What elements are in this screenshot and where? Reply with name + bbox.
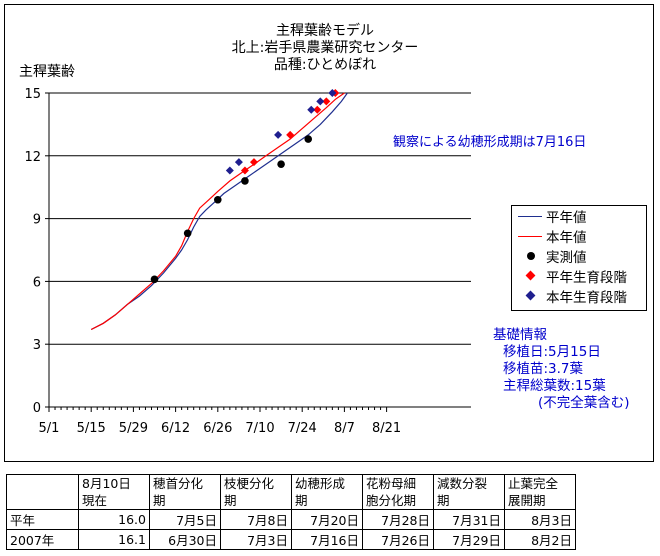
y-tick-label: 0 <box>33 401 41 416</box>
table-cell: 7月29日 <box>433 529 505 550</box>
x-tick-label: 5/15 <box>77 421 106 436</box>
table-header-cell <box>6 474 79 510</box>
table-row: 平年 16.0 7月5日 7月8日 7月20日 7月28日 7月31日 8月3日 <box>6 509 576 530</box>
table-cell: 16.1 <box>78 529 150 550</box>
table-header-row: 8月10日 現在 穂首分化期 枝梗分化期 幼穂形成期 花粉母細 胞分化期 減数分裂期… <box>6 474 576 510</box>
legend-symbol <box>512 266 546 286</box>
legend-label: 本年値 <box>546 230 587 246</box>
basic-info-line: (不完全葉含む) <box>538 395 630 411</box>
annotation-text: 観察による幼穂形成期は7月16日 <box>393 135 587 150</box>
x-tick-label: 7/10 <box>245 421 274 436</box>
table-cell: 7月3日 <box>220 529 292 550</box>
table-cell: 平年 <box>6 509 79 530</box>
table-row: 2007年 16.1 6月30日 7月3日 7月16日 7月26日 7月29日 … <box>6 529 576 550</box>
x-tick-label: 6/12 <box>161 421 190 436</box>
legend-symbol <box>512 246 546 266</box>
table-cell: 7月8日 <box>220 509 292 530</box>
data-point <box>277 160 285 168</box>
legend: 平年値本年値実測値平年生育段階 本年生育段階 <box>511 205 647 311</box>
growth-stage-table: 8月10日 現在 穂首分化期 枝梗分化期 幼穂形成期 花粉母細 胞分化期 減数分裂期… <box>6 474 576 550</box>
basic-info-line: 移植苗:3.7葉 <box>503 361 584 377</box>
grid-lines <box>49 92 471 345</box>
table-header-cell: 8月10日 現在 <box>78 474 150 510</box>
legend-entry: 平年値 <box>512 206 646 226</box>
x-tick-label: 5/29 <box>119 421 148 436</box>
chart-title-line: 北上:岩手県農業研究センター <box>232 40 419 56</box>
axes: 0 3 6 9 12 15 5/1 5/15 5/29 6/12 6/26 7/10 7/24 8/7 8/… <box>24 87 471 436</box>
legend-entry: 本年値 <box>512 226 646 246</box>
table-cell: 7月20日 <box>291 509 363 530</box>
table-cell: 8月3日 <box>504 509 576 530</box>
data-point <box>225 166 234 175</box>
x-tick-label: 8/7 <box>334 421 355 436</box>
table-header-cell: 花粉母細 胞分化期 <box>362 474 434 510</box>
legend-symbol <box>512 206 546 226</box>
table-cell: 16.0 <box>78 509 150 530</box>
data-point <box>183 229 192 238</box>
legend-entry: 実測値 <box>512 246 646 266</box>
data-point <box>150 275 159 284</box>
table-cell: 8月2日 <box>504 529 576 550</box>
table-cell: 7月5日 <box>149 509 221 530</box>
data-point <box>304 135 313 143</box>
legend-label: 実測値 <box>546 250 587 266</box>
data-point <box>240 166 249 175</box>
data-point <box>307 105 316 114</box>
legend-entry: 平年生育段階 <box>512 266 646 286</box>
chart-frame: 主稈葉齢モデル 北上:岩手県農業研究センター 品種:ひとめぼれ 主稈葉齢 0 3 6 9 1… <box>4 4 654 462</box>
basic-info-line: 主稈総葉数:15葉 <box>503 378 606 394</box>
data-point <box>274 130 283 139</box>
data-point <box>234 158 243 167</box>
data-point <box>313 105 322 114</box>
legend-symbol <box>512 226 546 246</box>
data-point <box>328 89 337 97</box>
chart-title-line: 品種:ひとめぼれ <box>274 57 376 73</box>
data-point <box>322 97 331 106</box>
basic-info-line: 移植日:5月15日 <box>503 344 601 360</box>
basic-info: 基礎情報 移植日:5月15日 移植苗:3.7葉 主稈総葉数:15葉 (不完全葉含… <box>493 327 630 412</box>
table-cell: 7月31日 <box>433 509 505 530</box>
data-point <box>214 195 222 204</box>
x-tick-label: 7/24 <box>288 421 317 436</box>
x-tick-label: 8/21 <box>372 421 401 436</box>
chart-title-line: 主稈葉齢モデル <box>276 22 374 39</box>
x-tick-label: 5/1 <box>39 421 60 436</box>
data-point <box>316 97 325 106</box>
y-axis-label: 主稈葉齢 <box>19 64 75 80</box>
basic-info-title: 基礎情報 <box>493 327 547 343</box>
data-point <box>249 158 258 167</box>
table-cell: 2007年 <box>6 529 79 550</box>
table-header-cell: 枝梗分化期 <box>220 474 292 510</box>
y-tick-label: 9 <box>33 213 41 228</box>
table-header-cell: 減数分裂期 <box>433 474 505 510</box>
table-header-cell: 止葉完全 展開期 <box>504 474 576 510</box>
y-tick-label: 6 <box>33 275 41 290</box>
table-cell: 7月26日 <box>362 529 434 550</box>
data-point <box>286 130 295 139</box>
data-point <box>241 177 249 185</box>
table-cell: 7月16日 <box>291 529 363 550</box>
legend-label: 平年生育段階 <box>546 270 627 286</box>
legend-entry: 本年生育段階 <box>512 286 646 306</box>
y-tick-label: 15 <box>24 87 41 102</box>
series-marks <box>90 89 348 331</box>
x-tick-label: 6/26 <box>203 421 232 436</box>
legend-symbol <box>512 286 546 306</box>
y-tick-label: 12 <box>24 150 41 165</box>
table-cell: 6月30日 <box>149 529 221 550</box>
table-cell: 7月28日 <box>362 509 434 530</box>
series-line <box>90 92 345 331</box>
y-tick-label: 3 <box>33 338 41 353</box>
table-header-cell: 幼穂形成期 <box>291 474 363 510</box>
legend-label: 平年値 <box>546 210 587 226</box>
legend-label: 本年生育段階 <box>546 290 627 306</box>
table-header-cell: 穂首分化期 <box>149 474 221 510</box>
series-line <box>90 92 348 331</box>
